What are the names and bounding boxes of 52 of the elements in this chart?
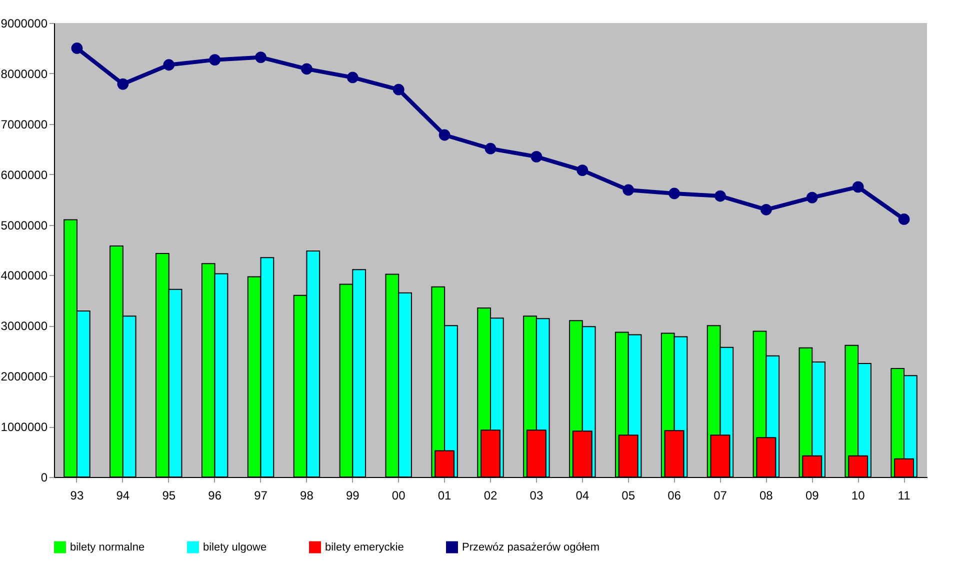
point [714, 190, 726, 202]
point [255, 52, 266, 63]
point [163, 59, 175, 71]
point [668, 188, 680, 200]
y-tick-label: 7000000 [0, 117, 48, 132]
y-tick-label: 5000000 [0, 218, 48, 232]
x-tick-label: 05 [622, 488, 636, 502]
y-tick-label: 9000000 [0, 16, 48, 30]
point [484, 142, 496, 154]
x-tick-label: 07 [714, 488, 728, 502]
y-tick-label: 1000000 [0, 420, 48, 434]
x-tick-label: 09 [805, 488, 820, 502]
point [301, 63, 312, 75]
x-tick-label: 98 [300, 488, 314, 502]
point [392, 84, 404, 96]
x-tick-label: 04 [576, 488, 590, 502]
point [622, 184, 634, 196]
legend-label: bilety emeryckie [325, 541, 404, 554]
point [117, 78, 129, 90]
x-tick-label: 11 [898, 488, 911, 502]
legend-label: bilety normalne [70, 541, 145, 554]
legend-label: Przewóz pasażerów ogółem [462, 541, 600, 554]
x-tick-label: 96 [208, 488, 222, 502]
legend-label: bilety ulgowe [203, 541, 267, 554]
x-tick-label: 95 [162, 488, 176, 502]
x-tick-label: 93 [70, 488, 84, 502]
point [898, 214, 910, 225]
x-tick-label: 03 [530, 488, 544, 502]
point [438, 129, 450, 141]
y-tick-label: 6000000 [0, 168, 48, 182]
y-tick-label: 8000000 [0, 66, 48, 81]
y-tick-label: 4000000 [0, 268, 48, 283]
y-tick-label: 2000000 [0, 370, 48, 384]
point [760, 204, 772, 216]
point [209, 54, 221, 66]
x-tick-label: 99 [346, 488, 360, 502]
x-tick-label: 01 [438, 488, 452, 502]
y-tick-label: 0 [40, 470, 48, 484]
x-tick-label: 08 [760, 488, 774, 502]
point [71, 42, 83, 54]
x-tick-label: 02 [484, 488, 498, 502]
x-tick-label: 06 [668, 488, 682, 502]
point [530, 150, 542, 162]
point [576, 164, 588, 176]
x-tick-label: 94 [116, 488, 130, 502]
x-tick-label: 97 [254, 488, 268, 502]
point [806, 192, 818, 204]
x-tick-label: 00 [392, 488, 406, 502]
point [346, 72, 358, 84]
y-tick-label: 3000000 [0, 319, 48, 334]
point [852, 181, 864, 193]
x-tick-label: 10 [851, 488, 866, 502]
